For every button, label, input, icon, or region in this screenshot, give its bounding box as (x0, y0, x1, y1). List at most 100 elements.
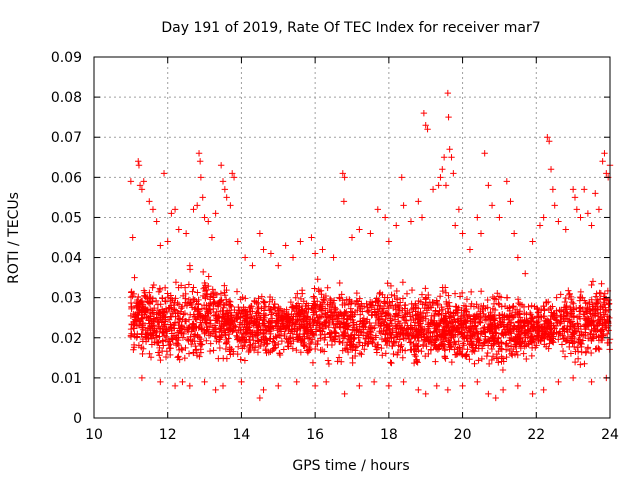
data-point (424, 301, 432, 309)
data-point (445, 330, 453, 338)
data-point (321, 310, 329, 317)
data-point (514, 296, 522, 303)
data-point (514, 351, 521, 359)
data-point (521, 318, 528, 325)
data-point (352, 344, 359, 351)
data-point (592, 306, 600, 313)
data-point (193, 316, 200, 323)
data-point (490, 338, 498, 345)
data-point (553, 294, 560, 301)
data-point (139, 338, 147, 345)
y-tick-label: 0.06 (51, 170, 82, 186)
data-point (548, 331, 556, 338)
data-point (415, 297, 422, 305)
data-point (215, 300, 222, 307)
data-point (203, 290, 210, 298)
data-point (136, 309, 143, 316)
data-point (326, 331, 333, 338)
data-point (181, 310, 189, 317)
data-point (245, 320, 253, 327)
data-point (483, 352, 491, 360)
data-point (520, 350, 527, 357)
data-point (502, 346, 510, 353)
data-point (444, 324, 452, 331)
data-point (390, 339, 397, 347)
data-point (501, 312, 508, 319)
data-point (475, 357, 482, 364)
data-point (486, 328, 494, 335)
data-point (141, 305, 149, 312)
data-point (514, 310, 521, 318)
data-point (597, 327, 604, 334)
data-point (386, 299, 393, 306)
data-point (547, 304, 554, 312)
data-point (547, 166, 555, 173)
data-point (185, 296, 193, 304)
data-point (201, 214, 208, 221)
data-point (225, 330, 233, 338)
data-point (398, 174, 405, 181)
data-point (418, 326, 426, 334)
data-point (459, 382, 466, 390)
data-point (140, 178, 147, 185)
data-point (574, 344, 581, 351)
data-point (438, 311, 445, 319)
data-point (495, 293, 503, 300)
data-point (376, 328, 383, 335)
data-point (340, 321, 348, 328)
data-point (409, 332, 416, 340)
data-point (175, 321, 182, 329)
data-point (341, 174, 348, 181)
data-point (223, 320, 231, 327)
data-point (273, 323, 281, 330)
data-point (529, 238, 536, 245)
data-point (338, 291, 345, 298)
data-point (427, 339, 435, 347)
data-point (408, 305, 416, 313)
data-point (275, 317, 282, 324)
data-point (235, 335, 242, 342)
data-point (357, 311, 364, 318)
data-point (186, 382, 194, 390)
data-point (353, 289, 361, 297)
data-point (216, 336, 223, 343)
data-point (593, 345, 600, 352)
data-point (258, 293, 266, 300)
data-point (471, 360, 478, 367)
data-point (513, 341, 520, 348)
data-point (336, 295, 344, 302)
data-point (135, 162, 143, 169)
data-point (254, 329, 261, 337)
data-point (157, 356, 164, 364)
data-point (524, 327, 531, 334)
data-point (376, 289, 384, 296)
data-point (200, 268, 207, 276)
data-point (605, 300, 612, 307)
data-point (314, 276, 321, 283)
data-point (198, 341, 206, 348)
data-point (373, 295, 380, 302)
data-point (440, 154, 448, 161)
data-point (206, 296, 214, 303)
data-point (172, 278, 180, 286)
data-point (156, 285, 164, 292)
data-point (156, 344, 163, 352)
data-point (481, 339, 488, 347)
data-point (161, 284, 169, 292)
data-point (436, 307, 443, 315)
data-point (339, 347, 346, 354)
data-point (418, 348, 425, 355)
data-point (229, 328, 236, 335)
data-point (575, 339, 582, 346)
data-point (130, 290, 138, 298)
data-point (590, 310, 598, 318)
data-point (247, 308, 254, 315)
data-point (461, 329, 469, 336)
data-point (319, 246, 326, 253)
data-point (399, 346, 406, 354)
chart-title: Day 191 of 2019, Rate Of TEC Index for r… (161, 20, 540, 36)
data-point (157, 378, 164, 386)
data-point (162, 305, 170, 312)
data-point (534, 309, 542, 316)
